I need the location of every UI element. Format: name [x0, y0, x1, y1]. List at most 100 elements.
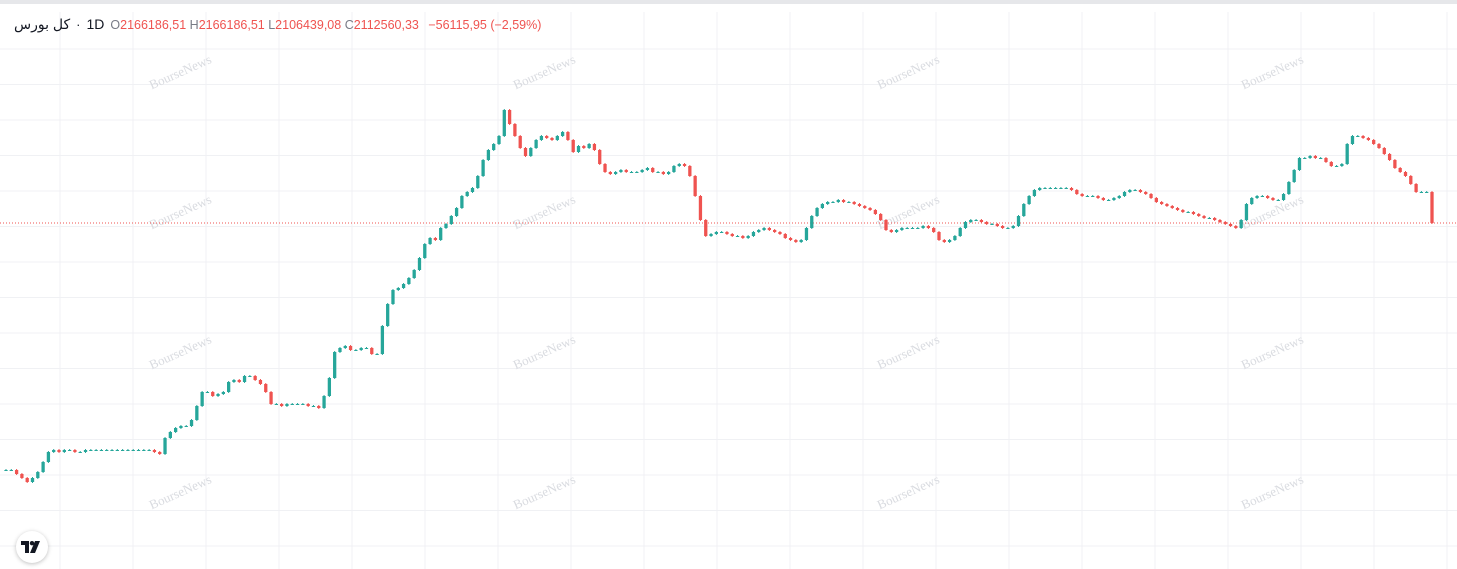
candle-body: [751, 232, 756, 236]
candle: [1393, 159, 1397, 169]
candle-body: [232, 380, 236, 382]
candle: [587, 143, 591, 149]
interval-label[interactable]: 1D: [86, 16, 105, 32]
candle-body: [826, 202, 830, 204]
candle: [804, 227, 809, 241]
candle-body: [227, 382, 231, 392]
candle-body: [1250, 198, 1254, 204]
candle-body: [311, 406, 316, 407]
watermark-text: BourseNews: [1239, 332, 1306, 373]
candle-body: [815, 208, 819, 216]
candle-body: [720, 232, 724, 233]
candle-body: [799, 240, 803, 242]
candle: [221, 391, 225, 395]
candle: [693, 175, 697, 197]
candle: [401, 283, 406, 289]
candle-body: [126, 450, 130, 451]
candle-body: [592, 144, 597, 150]
candle-body: [1011, 226, 1015, 228]
candle: [25, 477, 29, 483]
candle: [826, 201, 830, 205]
candle: [1213, 217, 1217, 221]
candle: [592, 143, 597, 151]
candle-body: [1255, 196, 1259, 198]
candle: [873, 209, 878, 215]
candle: [884, 219, 888, 231]
candle: [1075, 189, 1079, 195]
candle: [1059, 187, 1063, 189]
candle: [1372, 139, 1376, 145]
candle: [41, 461, 45, 473]
candle: [248, 375, 252, 377]
candle: [1048, 187, 1052, 189]
candle: [539, 135, 544, 141]
candle: [258, 379, 263, 385]
candle-body: [767, 228, 772, 230]
candle-body: [1430, 192, 1434, 223]
candle: [1340, 163, 1344, 167]
candle: [454, 207, 459, 217]
candle: [507, 109, 512, 125]
candle-body: [1303, 158, 1307, 159]
candle-body: [14, 470, 19, 474]
candle: [937, 231, 941, 241]
candle-body: [4, 470, 8, 471]
candle: [465, 191, 469, 197]
candle: [99, 449, 104, 451]
candle-body: [306, 404, 310, 406]
candle-body: [36, 472, 40, 478]
candle: [1038, 187, 1042, 191]
candle: [666, 171, 671, 175]
symbol-title[interactable]: کل بورس: [14, 16, 71, 32]
candle: [1308, 155, 1312, 159]
candle-body: [497, 136, 501, 144]
candle-body: [693, 176, 697, 196]
candle-body: [237, 380, 241, 382]
candle: [423, 243, 427, 259]
candle: [810, 215, 814, 229]
candle: [1138, 189, 1143, 193]
candle-body: [651, 168, 655, 172]
candle-body: [322, 396, 326, 408]
candle: [645, 167, 650, 171]
low-label: L: [268, 18, 276, 32]
candle-body: [41, 462, 45, 472]
candle-body: [624, 170, 628, 172]
candle: [20, 473, 24, 479]
candle: [1016, 215, 1021, 227]
candle-body: [603, 164, 607, 172]
candle-body: [200, 392, 204, 406]
candle: [1175, 207, 1180, 211]
candle: [566, 131, 570, 141]
candle: [1117, 195, 1121, 199]
candle: [709, 233, 713, 237]
candle: [1377, 143, 1381, 149]
candle-body: [375, 354, 379, 355]
candlestick-chart[interactable]: BourseNews BourseNews BourseNews BourseNews…: [0, 4, 1457, 569]
candle-body: [1000, 226, 1005, 228]
candle: [1133, 189, 1137, 191]
candle: [857, 203, 862, 207]
candle-body: [1069, 188, 1074, 190]
candle: [83, 449, 88, 453]
candle-body: [502, 110, 506, 136]
candle-body: [476, 176, 480, 188]
candle-body: [1101, 198, 1105, 200]
candle: [131, 449, 135, 451]
candle: [677, 163, 681, 167]
candle: [629, 171, 634, 173]
candle: [1276, 199, 1280, 201]
candle-body: [910, 228, 915, 229]
tradingview-logo-icon[interactable]: [16, 531, 48, 563]
candle-body: [142, 450, 146, 451]
candle: [1403, 171, 1408, 177]
candle-body: [364, 348, 369, 349]
candle: [290, 403, 294, 405]
candle: [1197, 213, 1201, 217]
candle: [751, 231, 756, 237]
candle: [1409, 175, 1413, 185]
candle: [1149, 193, 1153, 199]
candle: [1207, 217, 1211, 219]
candle-body: [1425, 192, 1429, 193]
